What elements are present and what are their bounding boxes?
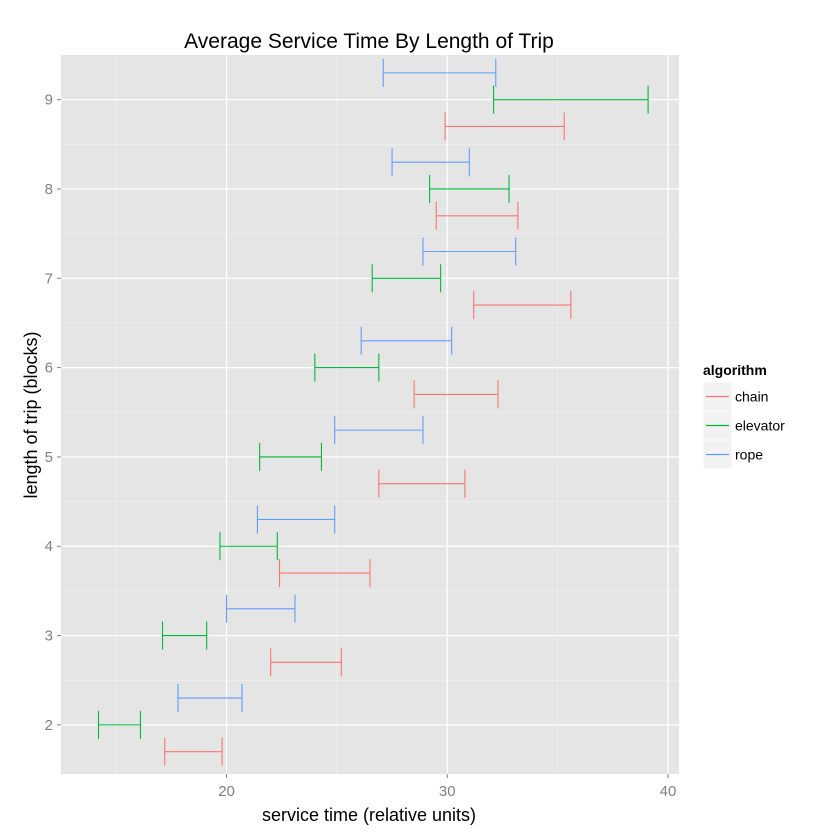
error-bar-rope — [360, 326, 453, 355]
error-bar-rope — [256, 505, 336, 534]
error-bar-rope — [334, 416, 424, 445]
x-tick-label: 20 — [218, 783, 235, 800]
legend-item-elevator: elevator — [702, 410, 785, 441]
x-tick-label: 30 — [439, 783, 456, 800]
error-bar-chain — [270, 648, 342, 677]
y-tick-label: 2 — [45, 717, 53, 734]
y-axis-title: length of trip (blocks) — [21, 331, 41, 498]
legend-label: elevator — [735, 418, 785, 434]
x-axis: 20 30 40 — [218, 774, 676, 800]
error-bar-rope — [225, 594, 296, 623]
error-bar-rope — [391, 148, 470, 177]
chart-title: Average Service Time By Length of Trip — [184, 30, 554, 53]
error-bar-rope — [382, 58, 497, 87]
legend-label: chain — [735, 389, 768, 405]
y-tick-label: 4 — [45, 538, 53, 555]
error-bar-elevator — [219, 532, 278, 561]
error-bar-elevator — [259, 442, 322, 471]
legend: algorithm chain elevator rope — [702, 362, 785, 470]
y-tick-label: 5 — [45, 449, 53, 466]
legend-item-rope: rope — [702, 439, 763, 470]
y-tick-label: 6 — [45, 360, 53, 377]
y-tick-label: 9 — [45, 92, 53, 109]
error-bar-chain — [444, 112, 565, 141]
error-bar-elevator — [429, 174, 510, 203]
error-bar-chain — [378, 469, 466, 498]
error-bars — [97, 58, 649, 766]
error-bar-chain — [278, 559, 371, 588]
error-bar-rope — [177, 684, 243, 713]
y-tick-label: 8 — [45, 181, 53, 198]
error-bar-elevator — [371, 264, 442, 293]
error-bar-elevator — [493, 85, 649, 114]
error-bar-chain — [435, 201, 519, 230]
y-tick-label: 7 — [45, 270, 53, 287]
error-bar-chain — [413, 380, 499, 409]
legend-label: rope — [735, 447, 763, 463]
x-axis-title: service time (relative units) — [262, 805, 476, 825]
x-tick-label: 40 — [660, 783, 677, 800]
y-tick-label: 3 — [45, 628, 53, 645]
error-bar-rope — [422, 237, 517, 266]
plot-panel — [61, 55, 679, 774]
legend-title: algorithm — [703, 362, 767, 378]
error-bar-chain — [473, 291, 572, 320]
error-bar-elevator — [161, 621, 208, 650]
error-bar-elevator — [314, 353, 380, 382]
legend-item-chain: chain — [702, 381, 768, 412]
y-axis: 2 3 4 5 6 7 8 9 — [45, 92, 61, 734]
error-bar-elevator — [97, 710, 142, 739]
error-bar-chain — [164, 737, 223, 766]
